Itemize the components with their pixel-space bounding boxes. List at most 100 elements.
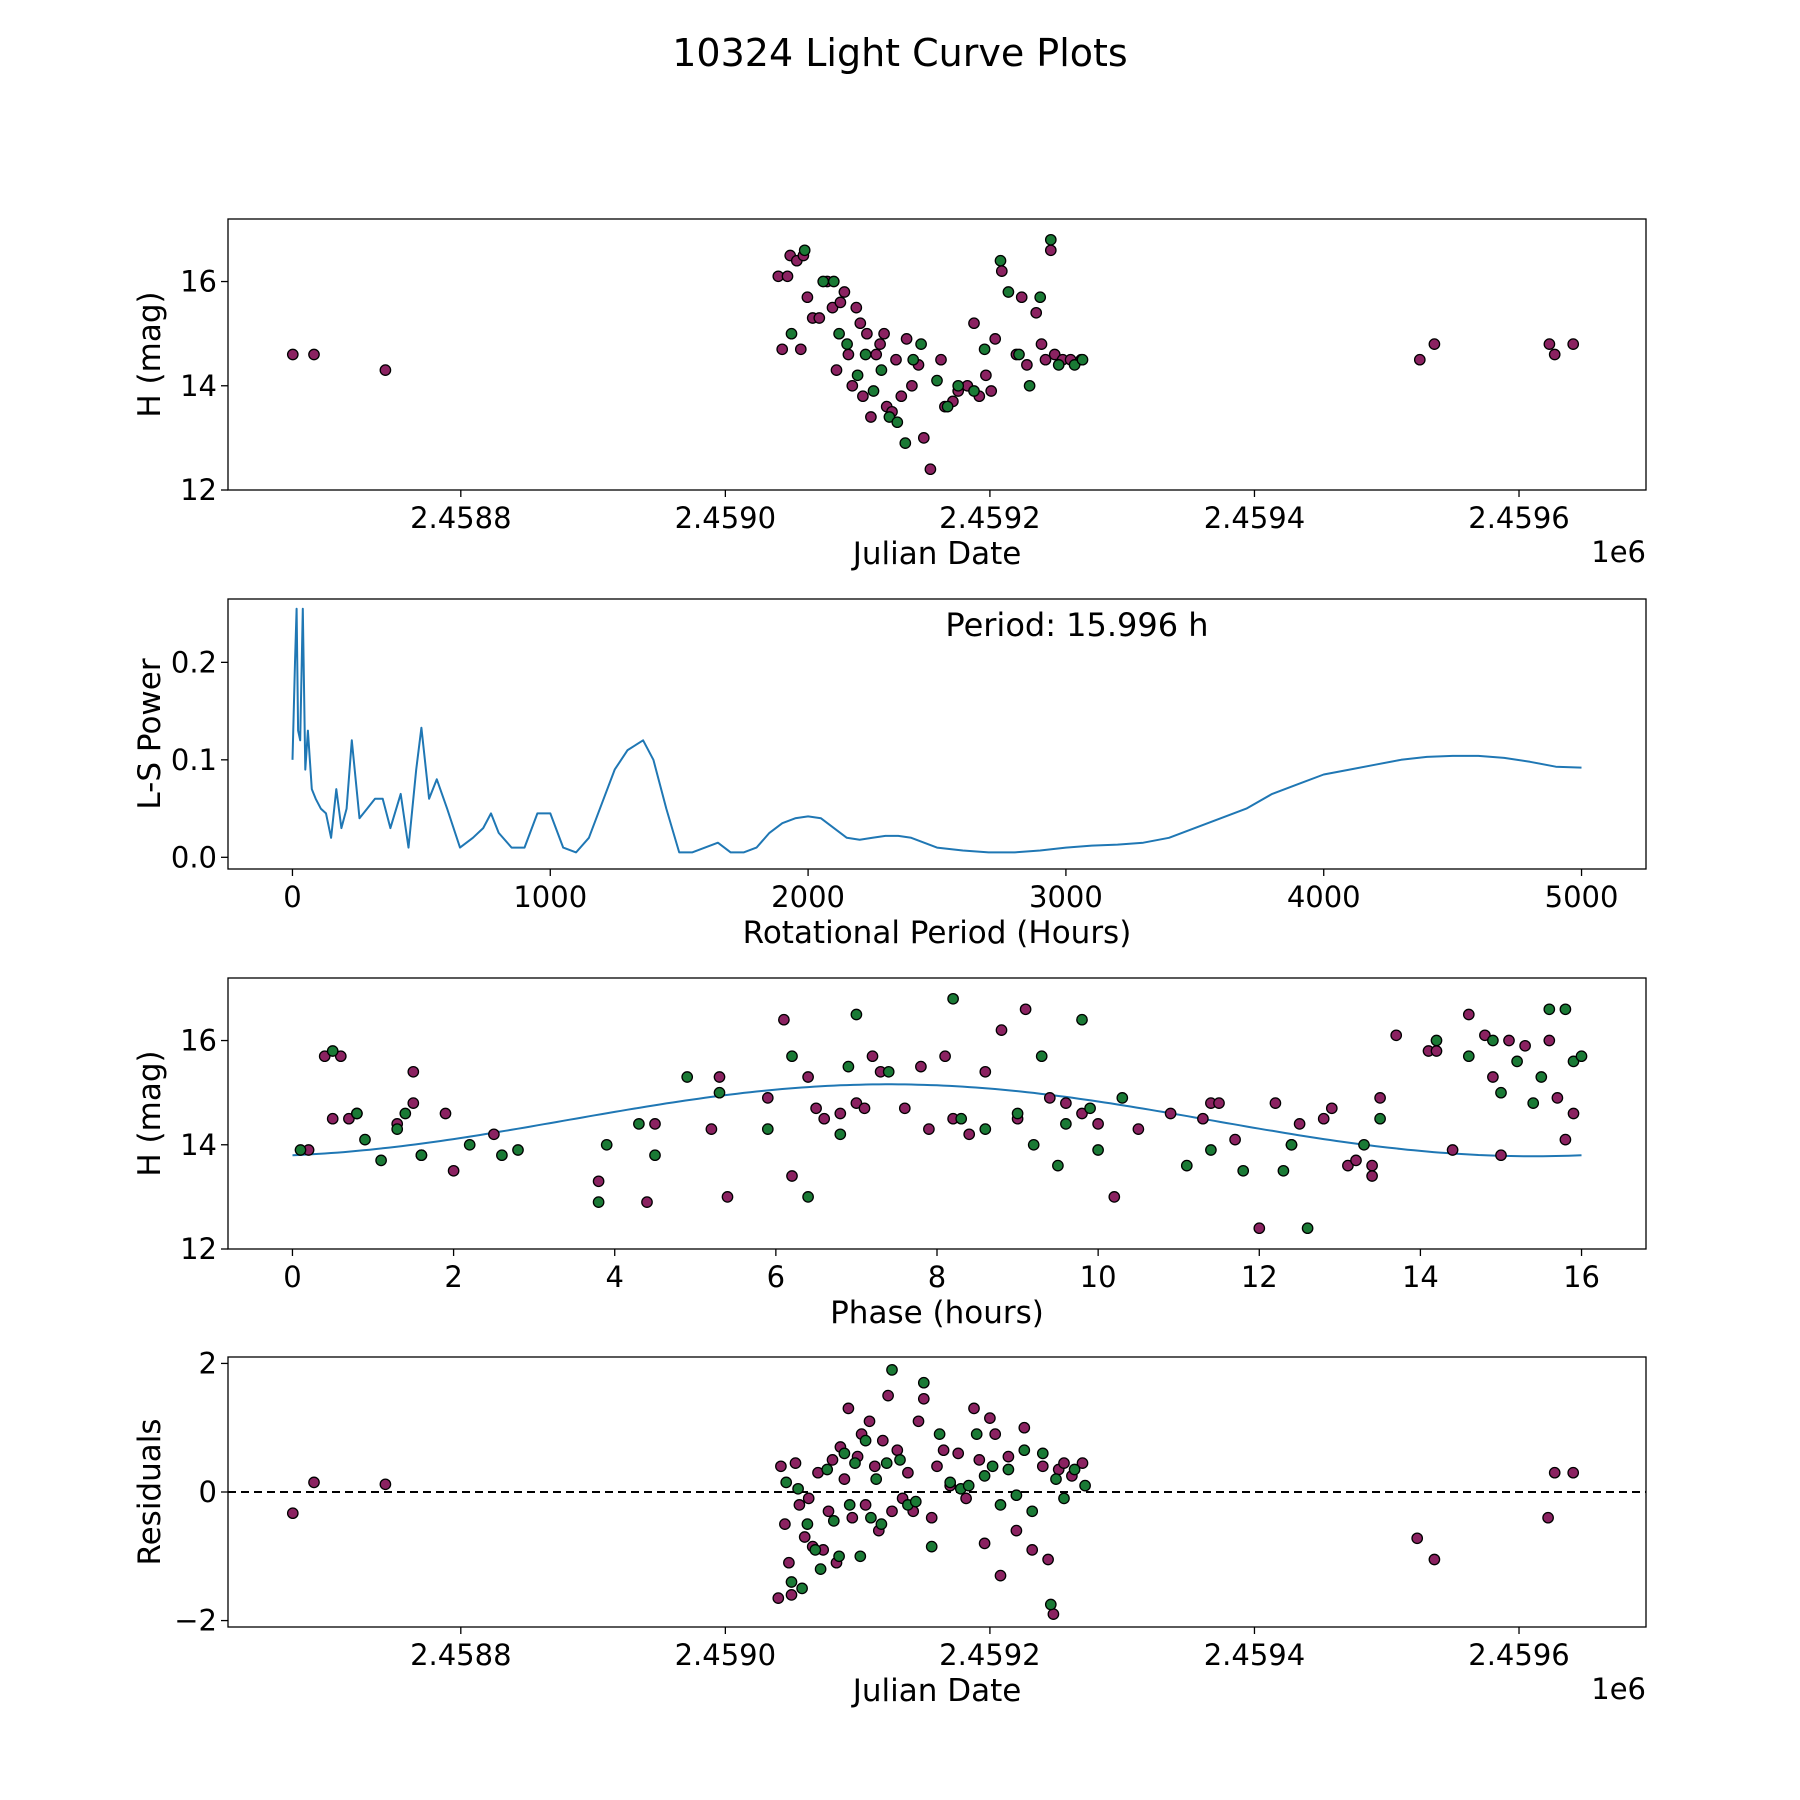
data-point-green: [882, 1065, 895, 1078]
x-tick-label: 2.4594: [1204, 1638, 1305, 1672]
data-point-green: [1013, 348, 1025, 361]
data-point-purple: [882, 1389, 894, 1402]
data-point-purple: [1010, 1524, 1023, 1537]
data-point-purple: [850, 1097, 863, 1109]
data-point-green: [1050, 1473, 1062, 1485]
data-point-green: [1023, 379, 1036, 392]
data-point-purple: [1002, 1450, 1015, 1463]
data-point-purple: [776, 343, 789, 356]
data-point-green: [1301, 1222, 1314, 1235]
data-point-purple: [801, 291, 814, 304]
data-point-purple: [308, 348, 320, 361]
data-point-green: [592, 1196, 605, 1208]
data-point-purple: [854, 317, 867, 330]
data-point-purple: [1487, 1071, 1499, 1083]
data-point-purple: [1043, 1092, 1056, 1104]
data-point-green: [512, 1144, 524, 1156]
data-point-purple: [865, 411, 877, 423]
data-point-purple: [713, 1071, 726, 1083]
data-point-purple: [783, 1556, 795, 1569]
data-point-purple: [973, 1454, 986, 1466]
data-point-green: [883, 411, 896, 423]
plot-area-panel2: [291, 607, 1582, 854]
data-point-purple: [857, 390, 869, 403]
data-point-purple: [826, 301, 839, 314]
data-point-purple: [1479, 1029, 1491, 1042]
data-point-green: [850, 1008, 863, 1021]
data-point-purple: [447, 1164, 460, 1177]
data-point-purple: [1428, 338, 1441, 350]
data-point-green: [713, 1086, 726, 1099]
data-point-green: [894, 1454, 906, 1466]
data-point-green: [359, 1133, 371, 1146]
y-tick-label: 0.1: [171, 743, 217, 777]
data-point-green: [867, 385, 880, 397]
data-point-green: [931, 374, 943, 387]
data-point-green: [886, 1364, 898, 1376]
data-point-purple: [813, 312, 826, 324]
data-point-purple: [917, 432, 930, 444]
data-point-green: [351, 1107, 363, 1120]
data-point-green: [1527, 1097, 1540, 1109]
data-point-purple: [834, 296, 847, 309]
x-offset-label: 1e6: [1591, 1672, 1646, 1706]
data-point-purple: [802, 1492, 815, 1505]
data-point-green: [891, 416, 904, 429]
data-point-purple: [1413, 353, 1426, 366]
data-point-green: [1035, 1050, 1048, 1063]
data-point-green: [859, 348, 872, 361]
data-point-purple: [1503, 1034, 1515, 1047]
data-point-purple: [1092, 1118, 1104, 1130]
data-point-purple: [705, 1123, 718, 1135]
data-point-green: [786, 1050, 798, 1063]
fit-curve: [292, 1083, 1582, 1158]
data-point-purple: [1015, 291, 1028, 304]
data-point-purple: [1325, 1102, 1338, 1115]
data-point-green: [1575, 1050, 1588, 1063]
data-point-green: [994, 1499, 1007, 1511]
data-point-green: [875, 1518, 888, 1530]
data-point-green: [994, 254, 1007, 267]
data-point-purple: [1495, 1149, 1507, 1162]
x-tick-label: 2.4592: [939, 1638, 1040, 1672]
data-point-purple: [794, 343, 807, 356]
data-point-purple: [1374, 1092, 1386, 1104]
data-point-green: [1487, 1034, 1499, 1047]
data-point-green: [1237, 1164, 1250, 1177]
data-point-purple: [779, 1518, 791, 1530]
chart-panel1: 2.4588 2.4590 2.4592 2.4594 2.4596 12 14 16 Juli…: [132, 218, 1647, 572]
data-point-purple: [1428, 1553, 1441, 1566]
data-point-purple: [939, 1050, 951, 1063]
data-point-purple: [1342, 1159, 1354, 1172]
data-point-green: [1462, 1050, 1475, 1063]
data-point-green: [375, 1154, 387, 1167]
axes-frame-panel2: [227, 598, 1647, 870]
x-tick-label: 12: [1241, 1260, 1278, 1294]
data-point-green: [1052, 1159, 1064, 1172]
data-point-purple: [343, 1112, 355, 1125]
data-point-purple: [995, 265, 1008, 277]
data-point-purple: [1446, 1144, 1459, 1156]
data-point-purple: [846, 379, 859, 392]
data-point-purple: [1030, 306, 1043, 319]
data-point-green: [391, 1123, 404, 1135]
data-point-purple: [906, 379, 918, 392]
data-point-purple: [1213, 1097, 1225, 1109]
data-point-purple: [761, 1092, 774, 1104]
data-point-purple: [1047, 1608, 1060, 1620]
data-point-green: [1567, 1055, 1580, 1068]
data-point-green: [821, 1463, 834, 1476]
data-point-green: [947, 992, 959, 1005]
data-point-green: [294, 1144, 307, 1156]
x-axis-label: Julian Date: [851, 1673, 1022, 1709]
data-point-purple: [1411, 1532, 1424, 1545]
data-point-green: [865, 1511, 877, 1524]
data-point-green: [801, 1518, 814, 1530]
data-point-purple: [379, 1478, 392, 1491]
data-point-green: [1036, 1447, 1049, 1460]
y-tick-label: 0: [199, 1475, 217, 1509]
data-point-green: [842, 1060, 855, 1073]
data-point-purple: [863, 1415, 876, 1428]
data-point-purple: [963, 1128, 976, 1141]
data-point-purple: [931, 1460, 943, 1473]
